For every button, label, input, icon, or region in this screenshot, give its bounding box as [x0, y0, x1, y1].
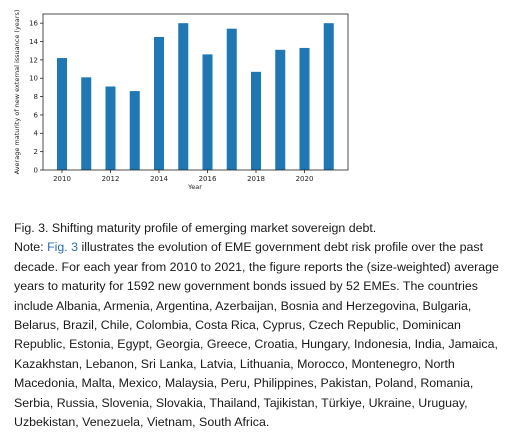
y-axis-label: Average maturity of new external issuanc… [13, 10, 21, 175]
note-body: illustrates the evolution of EME governm… [14, 240, 499, 430]
y-tick-label: 0 [34, 166, 38, 174]
x-tick-label: 2018 [247, 175, 265, 183]
bar-2018 [251, 71, 261, 170]
bar-2019 [275, 49, 286, 170]
figure-reference-link[interactable]: Fig. 3 [47, 240, 79, 255]
bar-2013 [129, 91, 140, 170]
caption-title: Fig. 3. Shifting maturity profile of eme… [14, 221, 377, 235]
x-tick-label: 2012 [102, 175, 120, 183]
y-tick-label: 8 [34, 93, 38, 101]
plot-frame [42, 13, 349, 171]
x-tick-label: 2016 [199, 175, 217, 183]
bar-2010 [57, 58, 67, 170]
bar-2020 [299, 47, 310, 170]
bar-2016 [202, 54, 213, 171]
bar-chart: 0 2 4 6 8 10 12 14 16 2010 2012 2014 2016 2018 2020 Ye… [13, 10, 349, 191]
note-prefix: Note: [14, 240, 48, 255]
figure-caption: Fig. 3. Shifting maturity profile of eme… [14, 219, 504, 432]
bar-2017 [226, 28, 237, 170]
y-tick-label: 12 [29, 56, 38, 64]
x-tick-label: 2010 [53, 175, 71, 183]
y-tick-label: 10 [29, 75, 38, 83]
bar-2021 [323, 23, 334, 171]
caption-note: Note: Fig. 3 illustrates the evolution o… [14, 238, 504, 432]
y-tick-label: 4 [34, 130, 39, 138]
y-tick-label: 2 [34, 148, 38, 156]
bar-2015 [178, 23, 189, 171]
y-tick-label: 16 [29, 20, 38, 28]
y-tick-label: 6 [34, 111, 39, 119]
x-tick-label: 2020 [296, 175, 314, 183]
bar-2014 [154, 36, 164, 170]
x-tick-label: 2014 [150, 175, 168, 183]
bar-2012 [105, 86, 116, 170]
x-axis-label: Year [187, 183, 202, 191]
y-tick-label: 14 [29, 38, 38, 46]
bar-2011 [81, 77, 92, 170]
figure-3: 0 2 4 6 8 10 12 14 16 2010 2012 2014 2016 2018 2020 Ye… [0, 0, 510, 200]
